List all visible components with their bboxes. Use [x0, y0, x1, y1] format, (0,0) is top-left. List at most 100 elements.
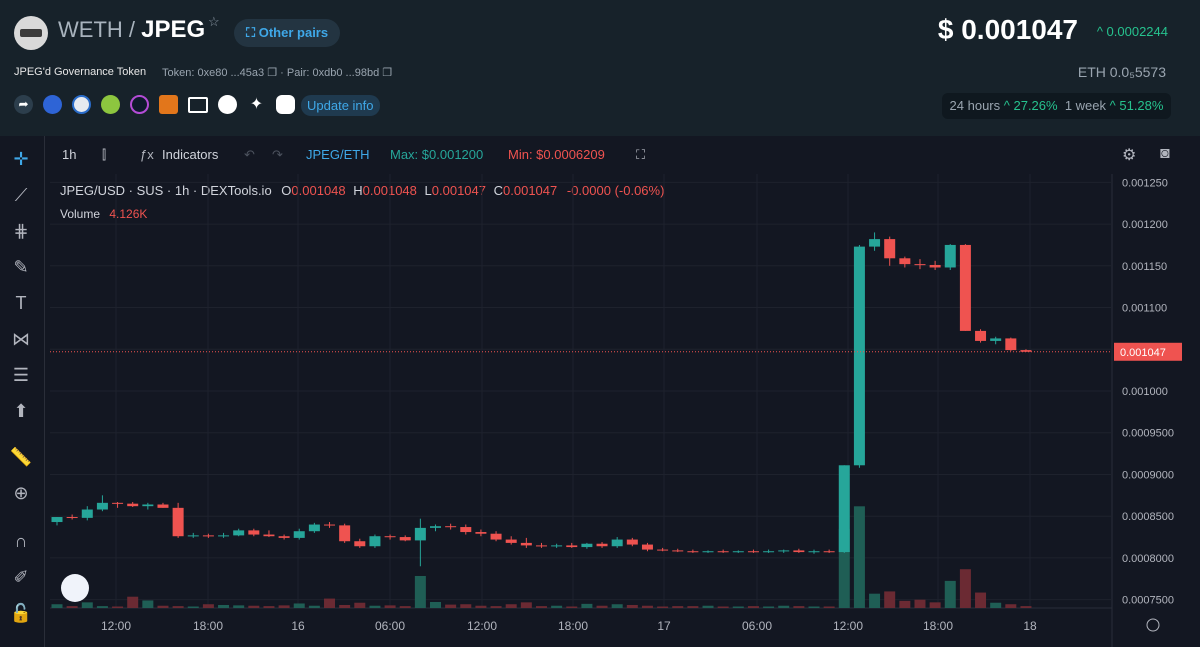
volume-bar: [975, 592, 987, 608]
token-logo: [14, 16, 48, 50]
candle-body: [445, 526, 457, 528]
candle-body: [112, 502, 124, 504]
candle-body: [369, 536, 381, 547]
brush-icon[interactable]: ✎: [13, 257, 29, 277]
crosshair-icon[interactable]: ✛: [13, 149, 29, 169]
volume-bar: [535, 606, 547, 608]
candle-body: [384, 536, 396, 538]
volume-bar: [899, 600, 911, 608]
magnet-icon[interactable]: ∩: [14, 531, 28, 551]
min-price: Min: $0.0006209: [508, 147, 605, 162]
coingecko-icon[interactable]: [101, 95, 120, 114]
candle-body: [157, 504, 169, 508]
candle-body: [717, 551, 729, 553]
indicators-button[interactable]: Indicators: [162, 147, 219, 162]
volume-bar: [838, 528, 850, 608]
pair-header: WETH / JPEG ☆ ⛶ Other pairs $ 0.001047 ^…: [0, 0, 1200, 136]
volume-bar: [990, 602, 1002, 608]
prediction-icon[interactable]: ☰: [12, 365, 30, 385]
pair-switch-button[interactable]: JPEG/ETH: [306, 147, 370, 162]
candle-body: [959, 244, 971, 331]
candle-body: [414, 527, 426, 541]
candle-body: [838, 465, 850, 553]
x-tick-label: 18: [1023, 619, 1037, 633]
eth-price: ETH 0.0₅5573: [1077, 64, 1166, 80]
pattern-icon[interactable]: ⋈: [12, 329, 30, 349]
volume-bar: [127, 596, 139, 608]
pair-address[interactable]: · Pair: 0xdb0 ...98bd: [280, 67, 380, 79]
candle-body: [81, 509, 93, 518]
update-info-button[interactable]: Update info: [301, 95, 380, 116]
coingecko-chart-icon[interactable]: [72, 95, 91, 114]
candle-body: [944, 244, 956, 268]
volume-bar: [929, 602, 941, 608]
candle-body: [869, 239, 881, 247]
candle-body: [490, 533, 502, 540]
redo-icon[interactable]: ↷: [272, 147, 283, 162]
unlock-icon[interactable]: 🔓: [9, 603, 33, 623]
token-address[interactable]: Token: 0xe80 ...45a3: [162, 67, 265, 79]
ruler-icon[interactable]: 📏: [9, 447, 33, 467]
y-tick-label: 0.0008500: [1122, 511, 1174, 523]
metamask-icon[interactable]: [159, 95, 178, 114]
other-pairs-button[interactable]: ⛶ Other pairs: [234, 19, 341, 47]
indicators-icon[interactable]: ƒx: [140, 147, 154, 162]
candle-body: [823, 551, 835, 553]
telegram-icon[interactable]: [218, 95, 237, 114]
candle-body: [763, 551, 775, 553]
undo-icon[interactable]: ↶: [244, 147, 255, 162]
candle-body: [566, 545, 578, 548]
candle-body: [263, 534, 275, 537]
lock-drawing-icon[interactable]: ✐: [13, 567, 29, 587]
candle-body: [51, 517, 63, 523]
discord-icon[interactable]: [276, 95, 295, 114]
volume-bar: [142, 600, 154, 608]
y-tick-label: 0.001200: [1122, 219, 1168, 231]
y-tick-label: 0.001150: [1122, 261, 1167, 273]
copy-icon[interactable]: ❐: [267, 67, 278, 79]
pair-title: WETH / JPEG: [58, 16, 206, 43]
arrow-up-icon[interactable]: ⬆: [13, 401, 29, 421]
y-tick-label: 0.001250: [1122, 177, 1168, 189]
candle-body: [142, 504, 154, 507]
twitter-icon[interactable]: ✦: [249, 96, 264, 113]
volume-bar: [732, 606, 744, 608]
candle-body: [505, 539, 517, 543]
website-icon[interactable]: [188, 96, 208, 113]
link-icons: ➦ ✦: [14, 95, 295, 114]
x-tick-label: 12:00: [833, 619, 863, 633]
trendline-icon[interactable]: ⟋: [14, 185, 28, 205]
volume-bar: [747, 606, 759, 608]
last-price-badge: [1114, 342, 1182, 361]
volume-bar: [369, 605, 381, 608]
candle-body: [884, 239, 896, 259]
settings-gear-icon[interactable]: ⚙: [1122, 147, 1137, 164]
volume-bar: [672, 606, 684, 608]
volume-bar: [112, 606, 124, 608]
text-tool-icon[interactable]: T: [15, 293, 27, 313]
candle-body: [278, 536, 290, 538]
coinmarketcap-icon[interactable]: [43, 95, 62, 114]
camera-icon[interactable]: ◙: [1160, 145, 1170, 162]
candle-body: [1020, 350, 1032, 352]
x-tick-label: 18:00: [923, 619, 953, 633]
current-price: $ 0.001047: [937, 14, 1078, 45]
interval-button[interactable]: 1h: [62, 147, 77, 162]
fullscreen-icon[interactable]: ⛶: [636, 147, 646, 162]
volume-bar: [959, 569, 971, 608]
volume-value: 4.126K: [109, 207, 148, 221]
x-tick-label: 18:00: [558, 619, 588, 633]
copy-icon[interactable]: ❐: [382, 67, 393, 79]
volume-bar: [324, 598, 336, 608]
candle-type-icon[interactable]: ⫿: [102, 147, 107, 162]
volume-bar: [520, 602, 532, 608]
candle-body: [975, 330, 987, 341]
price-change: ^ 0.0002244: [1096, 24, 1168, 39]
favorite-star-icon[interactable]: ☆: [208, 14, 220, 29]
share-icon[interactable]: ➦: [14, 95, 33, 114]
fib-channel-icon[interactable]: ⋕: [13, 221, 29, 241]
candle-body: [430, 526, 441, 528]
zoom-in-icon[interactable]: ⊕: [13, 483, 29, 503]
dextools-icon[interactable]: [130, 95, 149, 114]
